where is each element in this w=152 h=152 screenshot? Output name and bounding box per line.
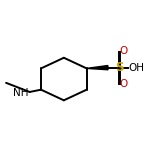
Text: OH: OH xyxy=(128,63,144,73)
Text: NH: NH xyxy=(13,88,28,98)
Text: S: S xyxy=(115,61,124,74)
Text: O: O xyxy=(120,46,128,56)
Text: O: O xyxy=(120,79,128,89)
Polygon shape xyxy=(87,66,108,70)
